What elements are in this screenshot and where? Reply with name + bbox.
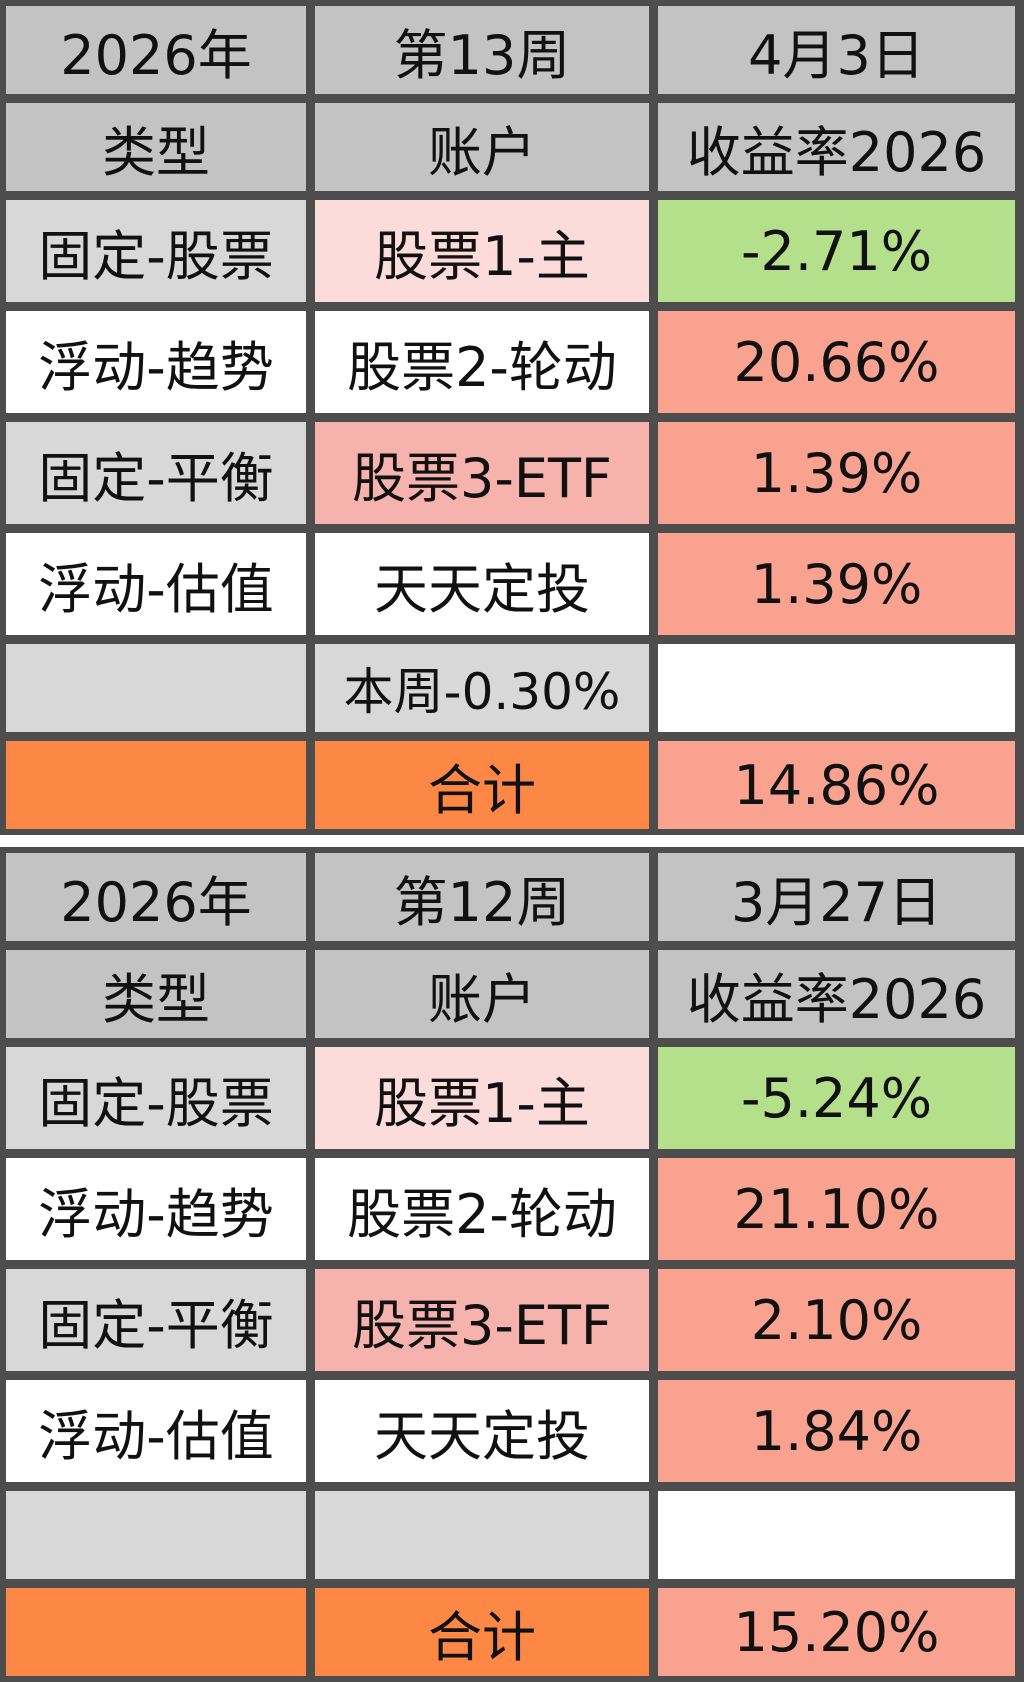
blank-cell [6,741,306,829]
weekly-change-cell [315,1491,649,1579]
header-account: 账户 [315,950,649,1038]
blank-cell [6,644,306,732]
account-cell: 股票3-ETF [315,422,649,524]
account-cell: 股票3-ETF [315,1269,649,1371]
account-cell: 天天定投 [315,1380,649,1482]
return-cell: 1.39% [658,533,1015,635]
blank-cell [658,644,1015,732]
type-cell: 浮动-趋势 [6,1158,306,1260]
weekly-return-table-week13: 2026年 第13周 4月3日 类型 账户 收益率2026 固定-股票 股票1-… [0,0,1024,835]
total-return: 14.86% [658,741,1015,829]
type-cell: 浮动-估值 [6,1380,306,1482]
blank-cell [6,1588,306,1676]
total-label: 合计 [315,1588,649,1676]
account-cell: 股票1-主 [315,1047,649,1149]
type-cell: 固定-股票 [6,1047,306,1149]
return-cell: 21.10% [658,1158,1015,1260]
type-cell: 浮动-估值 [6,533,306,635]
header-type: 类型 [6,103,306,191]
blank-cell [658,1491,1015,1579]
return-cell: 1.84% [658,1380,1015,1482]
week-cell: 第13周 [315,6,649,94]
type-cell: 固定-平衡 [6,1269,306,1371]
type-cell: 浮动-趋势 [6,311,306,413]
return-cell: 20.66% [658,311,1015,413]
return-cell: 2.10% [658,1269,1015,1371]
account-cell: 天天定投 [315,533,649,635]
account-cell: 股票1-主 [315,200,649,302]
type-cell: 固定-股票 [6,200,306,302]
blank-cell [6,1491,306,1579]
weekly-return-table-week12: 2026年 第12周 3月27日 类型 账户 收益率2026 固定-股票 股票1… [0,847,1024,1682]
year-cell: 2026年 [6,853,306,941]
header-return: 收益率2026 [658,950,1015,1038]
week-cell: 第12周 [315,853,649,941]
weekly-change-cell: 本周-0.30% [315,644,649,732]
return-cell: 1.39% [658,422,1015,524]
header-type: 类型 [6,950,306,1038]
return-cell: -2.71% [658,200,1015,302]
total-return: 15.20% [658,1588,1015,1676]
type-cell: 固定-平衡 [6,422,306,524]
date-cell: 4月3日 [658,6,1015,94]
account-cell: 股票2-轮动 [315,1158,649,1260]
return-cell: -5.24% [658,1047,1015,1149]
account-cell: 股票2-轮动 [315,311,649,413]
total-label: 合计 [315,741,649,829]
header-account: 账户 [315,103,649,191]
date-cell: 3月27日 [658,853,1015,941]
year-cell: 2026年 [6,6,306,94]
header-return: 收益率2026 [658,103,1015,191]
